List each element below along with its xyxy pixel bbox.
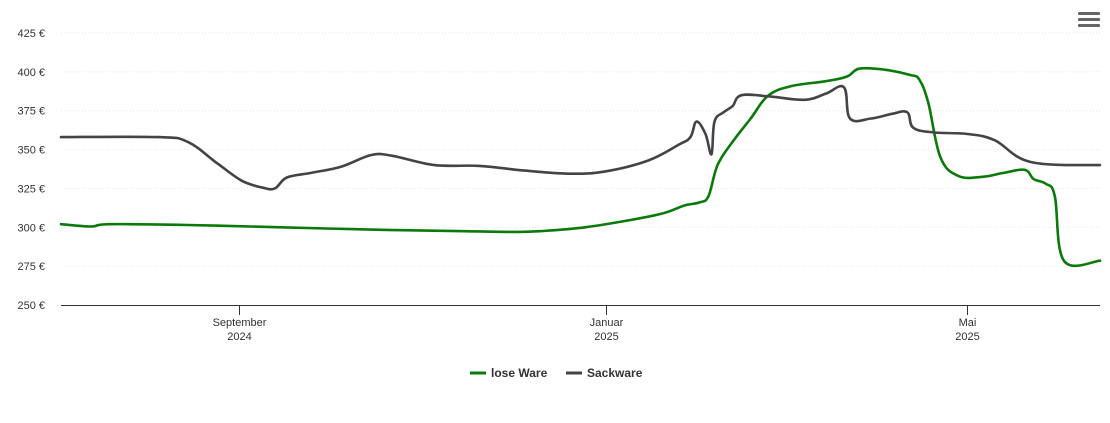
- y-tick-label: 325 €: [17, 183, 45, 195]
- x-tick-label: Januar: [590, 317, 624, 329]
- hamburger-menu-icon[interactable]: [1078, 12, 1100, 32]
- x-tick-label-year: 2025: [594, 331, 618, 343]
- legend-item-sackware[interactable]: Sackware: [566, 366, 643, 380]
- y-tick-label: 425 €: [17, 28, 45, 40]
- y-tick-label: 275 €: [17, 261, 45, 273]
- series-line-lose-ware: [59, 66, 1102, 268]
- y-tick-label: 375 €: [17, 106, 45, 118]
- legend-item-lose-ware[interactable]: lose Ware: [470, 366, 548, 380]
- y-tick-label: 400 €: [17, 67, 45, 79]
- x-tick-label-year: 2024: [227, 331, 251, 343]
- legend-label: Sackware: [587, 366, 643, 380]
- y-tick-label: 300 €: [17, 222, 45, 234]
- y-tick-label: 250 €: [17, 300, 45, 312]
- x-tick-label: Mai: [959, 317, 977, 329]
- legend-label: lose Ware: [491, 366, 548, 380]
- series-line-sackware: [59, 84, 1102, 191]
- y-tick-label: 350 €: [17, 145, 45, 157]
- x-tick-label-year: 2025: [955, 331, 979, 343]
- x-tick-label: September: [213, 317, 267, 329]
